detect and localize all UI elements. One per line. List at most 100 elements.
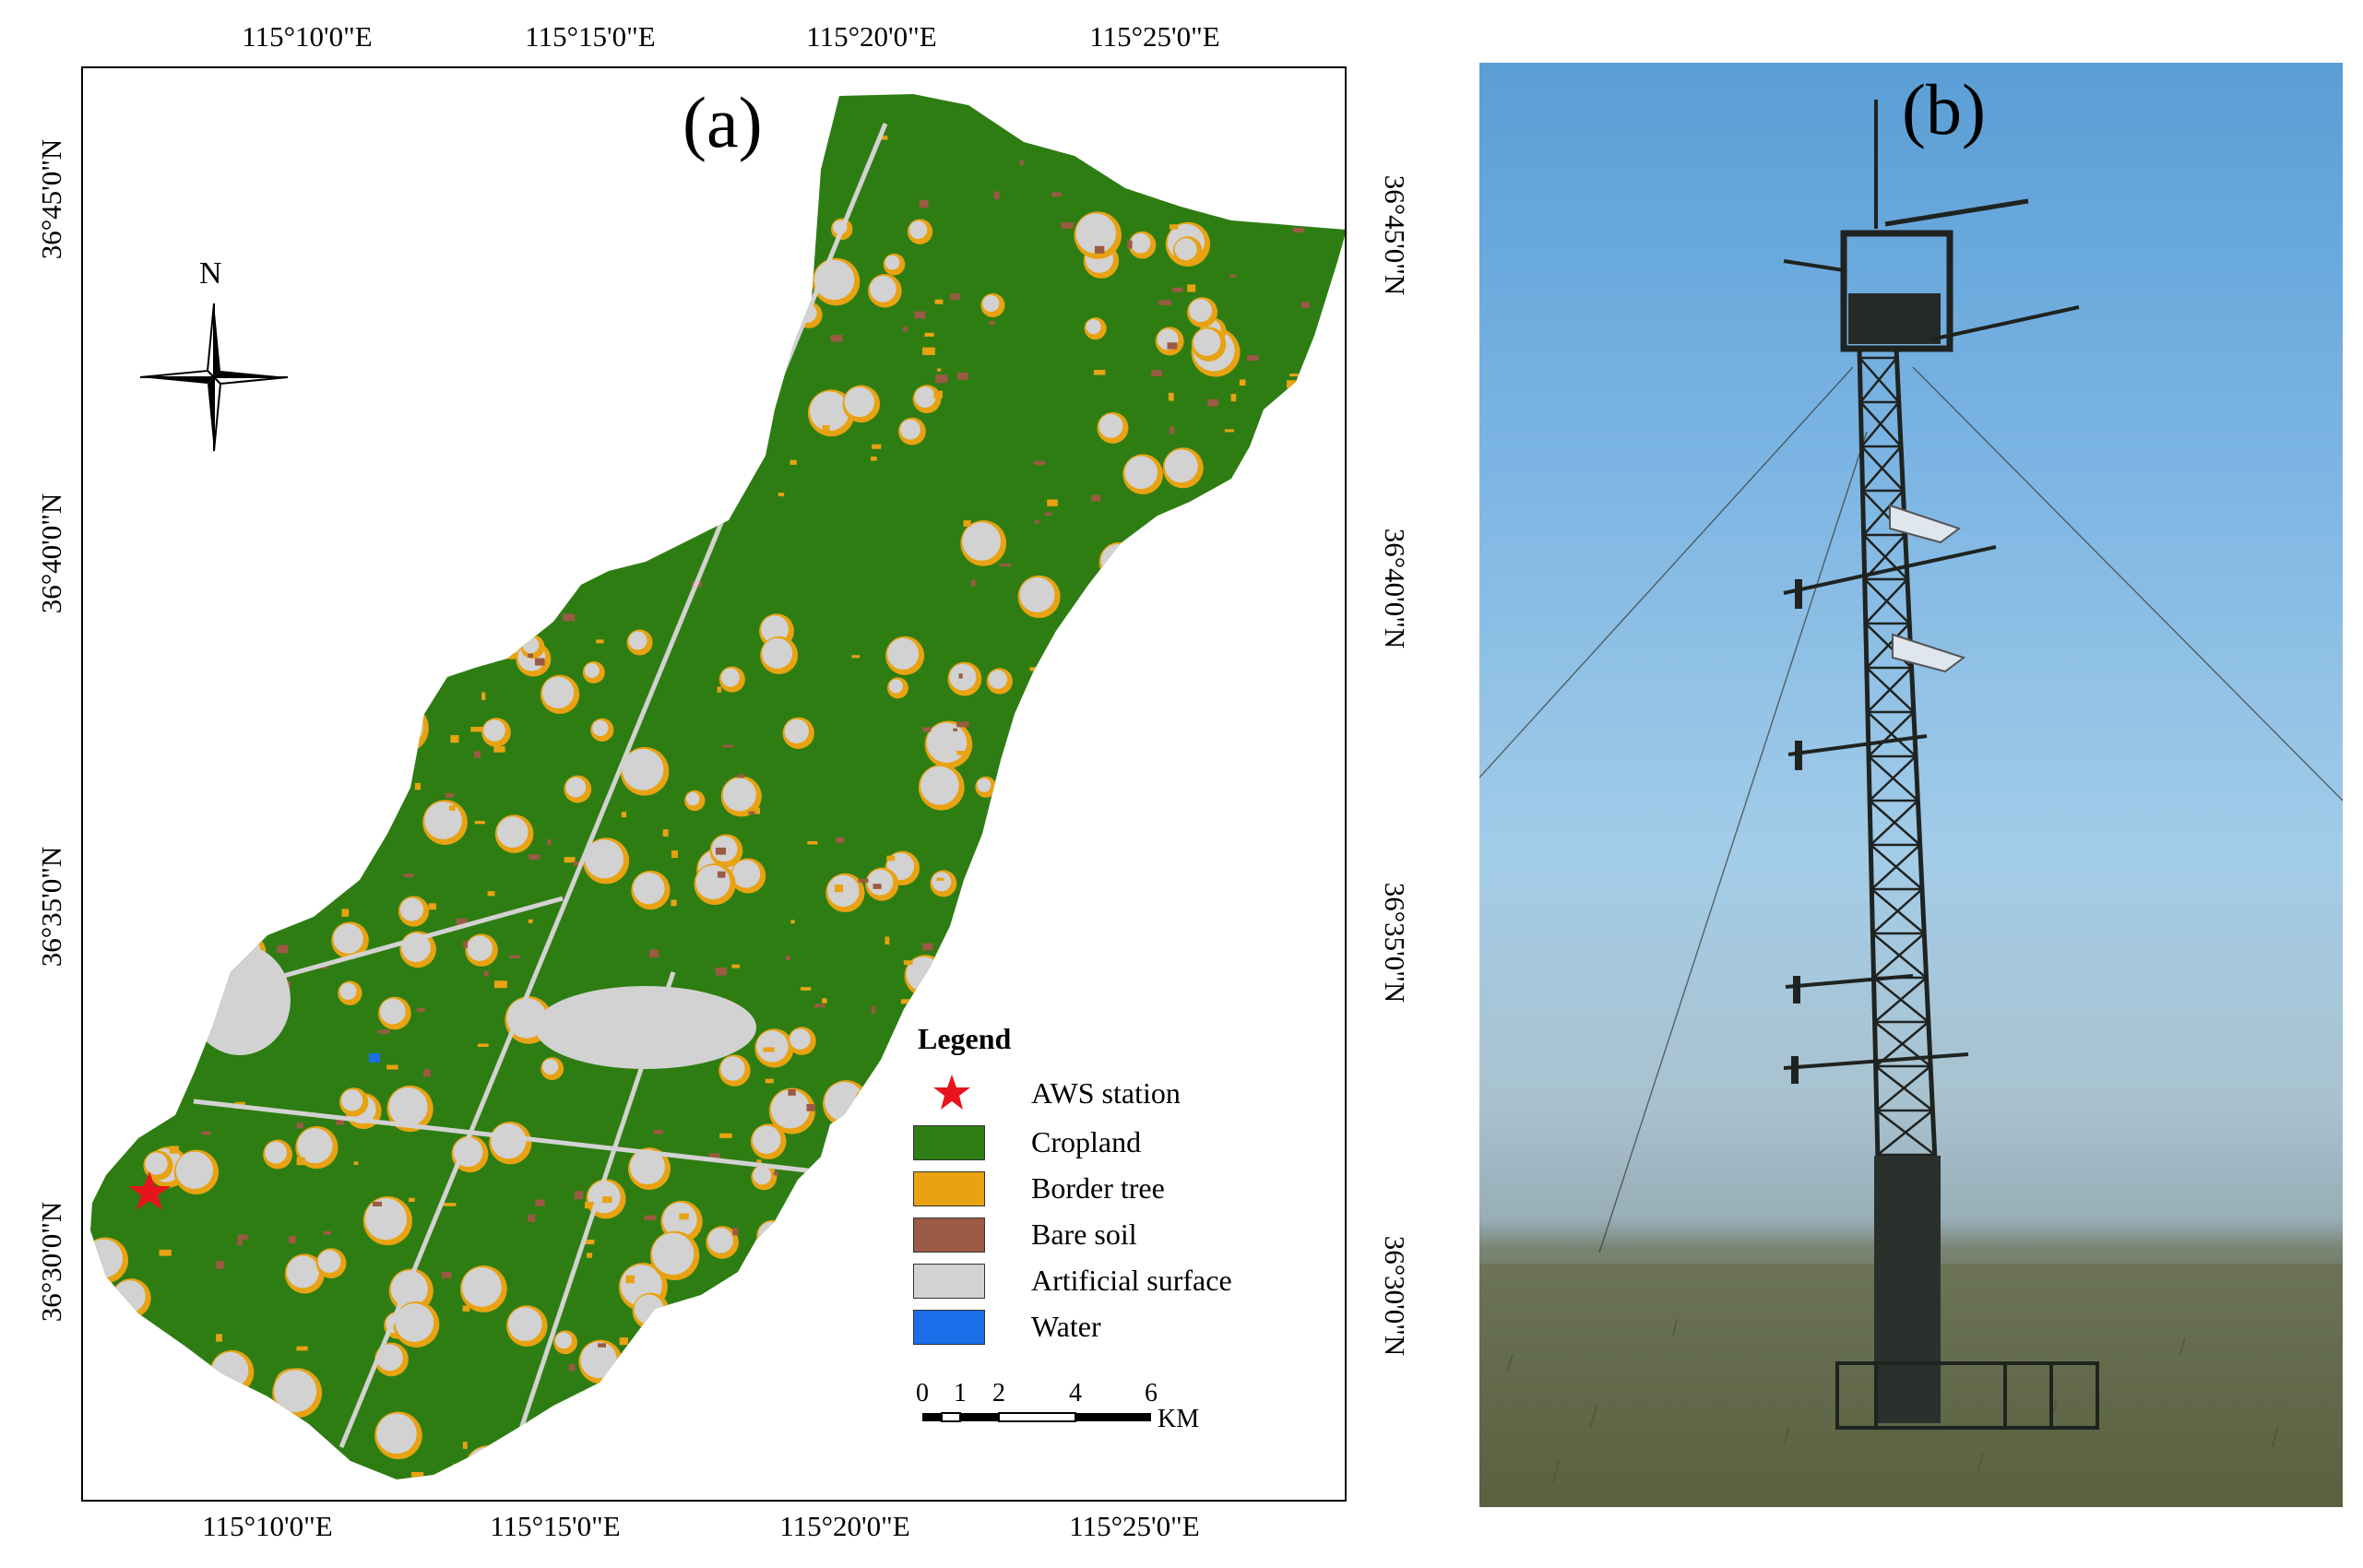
settlement-patch — [962, 522, 1002, 561]
field-patch — [563, 283, 575, 289]
settlement-patch — [795, 1345, 836, 1385]
field-patch — [782, 236, 794, 242]
settlement-patch — [491, 1123, 527, 1159]
field-patch — [482, 634, 489, 637]
field-patch — [336, 1116, 345, 1125]
field-patch — [719, 1133, 732, 1138]
field-patch — [443, 326, 454, 333]
field-patch — [708, 432, 719, 437]
border-tree-patch — [90, 1364, 118, 1395]
field-patch — [386, 1064, 398, 1070]
field-patch — [891, 1391, 896, 1395]
border-tree-patch — [1089, 721, 1134, 766]
settlement-patch — [424, 802, 462, 839]
legend-title: Legend — [918, 1022, 1012, 1055]
settlement-patch — [565, 777, 587, 798]
settlement-patch — [600, 186, 622, 209]
bottom-lon-tick: 115°20'0"E — [779, 1510, 910, 1542]
border-tree-patch — [540, 536, 587, 582]
legend-swatch — [913, 1218, 985, 1253]
border-tree-patch — [394, 382, 433, 421]
border-tree-patch — [598, 184, 627, 215]
field-patch — [493, 746, 505, 753]
field-patch — [164, 462, 173, 469]
settlement-patch — [297, 1128, 333, 1164]
settlement-patch — [160, 481, 174, 495]
field-patch — [563, 613, 576, 622]
field-patch — [658, 1414, 670, 1418]
field-patch — [737, 774, 745, 778]
settlement-patch — [338, 402, 376, 439]
field-patch — [919, 199, 929, 208]
field-patch — [717, 871, 726, 878]
field-patch — [1059, 895, 1066, 903]
field-patch — [297, 676, 308, 682]
top-lon-tick: 115°10'0"E — [242, 20, 373, 53]
field-patch — [937, 368, 942, 372]
settlement-patch — [580, 1341, 617, 1379]
field-patch — [1200, 785, 1212, 790]
left-lat-tick: 36°45'0"N — [35, 138, 67, 260]
field-patch — [474, 751, 481, 758]
field-patch — [806, 1103, 815, 1111]
border-tree-patch — [499, 288, 528, 317]
field-patch — [1243, 120, 1255, 126]
settlement-patch — [1189, 299, 1213, 323]
field-patch — [273, 142, 286, 146]
settlement-patch — [1250, 872, 1273, 895]
field-patch — [785, 956, 790, 961]
field-patch — [1151, 370, 1162, 376]
legend-item-water: Water — [913, 1306, 1300, 1347]
field-patch — [237, 1234, 248, 1241]
settlement-patch — [866, 1139, 881, 1153]
settlement-patch — [576, 100, 610, 134]
settlement-patch — [396, 384, 428, 415]
field-patch — [249, 761, 261, 766]
field-patch — [445, 792, 455, 798]
field-patch — [222, 416, 233, 421]
field-patch — [1127, 240, 1133, 249]
border-tree-patch — [983, 841, 1012, 869]
field-patch — [477, 1043, 489, 1047]
field-patch — [903, 326, 908, 332]
field-patch — [509, 955, 520, 959]
field-patch — [728, 1418, 739, 1427]
field-patch — [956, 751, 966, 755]
settlement-patch — [139, 269, 155, 285]
settlement-patch — [1164, 449, 1198, 483]
border-tree-patch — [101, 628, 136, 662]
field-patch — [936, 877, 944, 882]
field-patch — [497, 493, 502, 502]
field-patch — [293, 847, 300, 856]
border-tree-patch — [1035, 1016, 1075, 1056]
settlement-patch — [376, 1413, 417, 1455]
settlement-patch — [862, 1289, 904, 1330]
settlement-patch — [542, 538, 581, 576]
field-patch — [1091, 494, 1101, 502]
field-patch — [953, 728, 957, 731]
settlement-patch — [1290, 500, 1326, 536]
field-patch — [1263, 169, 1270, 173]
settlement-patch — [852, 1099, 893, 1139]
legend-item-aws-station: AWS station — [913, 1073, 1300, 1113]
border-tree-patch — [861, 1288, 909, 1336]
settlement-patch — [784, 719, 809, 743]
settlement-patch — [761, 615, 789, 644]
border-tree-patch — [463, 1445, 514, 1479]
settlement-patch — [633, 872, 665, 905]
field-patch — [258, 196, 272, 203]
border-tree-patch — [855, 1087, 881, 1113]
border-tree-patch — [186, 646, 212, 671]
settlement-patch — [1230, 94, 1249, 98]
field-patch — [1247, 355, 1259, 362]
settlement-patch — [197, 154, 226, 184]
settlement-patch — [1216, 1346, 1250, 1380]
field-patch — [1172, 287, 1183, 292]
settlement-patch — [850, 1324, 892, 1366]
settlement-patch — [339, 982, 357, 1000]
field-patch — [298, 410, 310, 416]
border-tree-patch — [619, 248, 665, 293]
border-tree-patch — [360, 362, 398, 400]
field-patch — [149, 711, 160, 719]
settlement-patch — [914, 386, 936, 408]
